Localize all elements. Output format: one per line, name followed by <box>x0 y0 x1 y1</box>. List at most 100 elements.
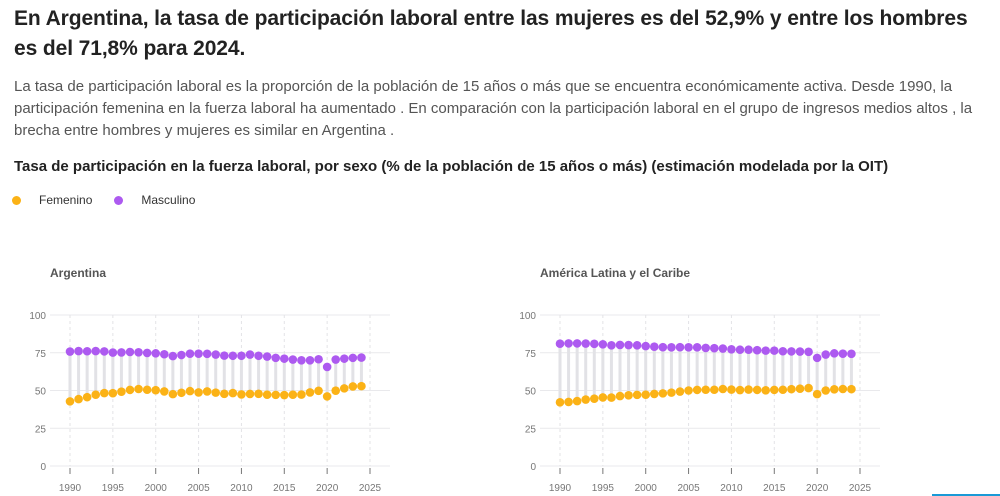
point-masculino <box>134 347 143 357</box>
point-masculino <box>787 347 796 356</box>
point-masculino <box>65 347 75 356</box>
x-tick-label: 2010 <box>230 483 253 494</box>
chart-argentina: 0 25 50 75 100 1990 1995 2000 2005 2010 2015 2020 20… <box>29 311 390 494</box>
point-masculino <box>752 345 762 355</box>
point-masculino <box>641 341 651 351</box>
point-femenino <box>177 388 186 398</box>
point-masculino <box>348 353 358 363</box>
point-masculino <box>692 343 702 352</box>
point-masculino <box>99 347 109 356</box>
point-masculino <box>555 339 565 348</box>
point-femenino <box>821 386 831 395</box>
x-tick-label: 2025 <box>359 483 382 494</box>
point-femenino <box>297 390 306 399</box>
point-masculino <box>91 346 101 356</box>
x-tick-label: 1990 <box>549 483 572 494</box>
point-masculino <box>357 353 366 362</box>
point-femenino <box>838 384 848 394</box>
point-femenino <box>624 391 633 400</box>
x-tick-label: 2005 <box>187 483 210 494</box>
point-masculino <box>804 347 813 357</box>
point-femenino <box>778 385 788 395</box>
point-masculino <box>297 356 306 365</box>
point-femenino <box>829 384 839 394</box>
point-femenino <box>117 387 126 397</box>
point-masculino <box>322 362 332 372</box>
point-masculino <box>168 351 178 361</box>
point-femenino <box>847 384 856 394</box>
point-femenino <box>709 385 719 395</box>
point-masculino <box>709 343 719 353</box>
point-femenino <box>211 388 221 397</box>
point-masculino <box>279 354 289 363</box>
point-femenino <box>641 390 651 400</box>
point-femenino <box>615 391 625 401</box>
point-masculino <box>194 349 203 358</box>
point-femenino <box>795 384 805 393</box>
point-femenino <box>658 389 668 398</box>
y-tick-label: 100 <box>29 311 46 322</box>
point-femenino <box>91 390 101 400</box>
point-masculino <box>812 353 822 363</box>
point-femenino <box>254 389 263 399</box>
description: La tasa de participación laboral es la p… <box>14 78 973 139</box>
x-tick-label: 2015 <box>273 483 296 494</box>
y-tick-label: 100 <box>519 311 536 322</box>
point-masculino <box>581 339 591 348</box>
point-masculino <box>74 346 83 356</box>
point-masculino <box>701 343 711 353</box>
point-femenino <box>305 388 315 397</box>
panel-title-lac: América Latina y el Caribe <box>540 266 691 280</box>
point-masculino <box>838 349 848 358</box>
point-femenino <box>348 382 358 391</box>
point-femenino <box>194 388 203 397</box>
point-femenino <box>82 392 92 402</box>
point-femenino <box>675 387 685 396</box>
x-tick-label: 2025 <box>849 483 872 494</box>
point-masculino <box>847 349 856 359</box>
point-masculino <box>237 351 246 361</box>
point-femenino <box>649 389 659 399</box>
chart-title: Tasa de participación en la fuerza labor… <box>14 158 889 175</box>
legend-item-femenino[interactable]: Femenino <box>12 193 92 207</box>
point-femenino <box>812 389 822 399</box>
point-masculino <box>262 352 272 361</box>
legend-item-masculino[interactable]: Masculino <box>114 193 195 207</box>
point-masculino <box>305 356 315 365</box>
x-tick-label: 2005 <box>677 483 700 494</box>
point-masculino <box>761 346 771 355</box>
point-femenino <box>804 383 813 393</box>
point-masculino <box>598 339 608 349</box>
point-masculino <box>658 342 668 352</box>
point-femenino <box>598 393 608 402</box>
chart-lac: 0 25 50 75 100 1990 1995 2000 2005 2010 2015 2020 20… <box>519 311 880 494</box>
point-femenino <box>727 385 736 394</box>
point-masculino <box>108 348 118 357</box>
point-femenino <box>228 388 238 398</box>
point-femenino <box>168 389 178 399</box>
y-tick-label: 50 <box>525 387 537 398</box>
point-masculino <box>331 355 341 364</box>
point-masculino <box>624 340 633 350</box>
point-masculino <box>228 351 238 361</box>
point-masculino <box>117 348 126 357</box>
point-masculino <box>795 347 805 356</box>
point-femenino <box>744 385 753 394</box>
point-masculino <box>727 344 736 354</box>
point-femenino <box>572 396 582 406</box>
legend-marker-femenino <box>12 195 21 205</box>
point-masculino <box>271 353 281 363</box>
point-masculino <box>684 343 693 352</box>
point-masculino <box>254 351 263 361</box>
point-masculino <box>589 339 599 349</box>
point-masculino <box>821 350 831 359</box>
y-tick-label: 25 <box>525 424 537 435</box>
point-femenino <box>787 384 796 394</box>
point-masculino <box>125 347 135 357</box>
point-femenino <box>108 388 118 398</box>
point-masculino <box>339 354 349 363</box>
point-femenino <box>202 387 212 396</box>
point-femenino <box>701 385 711 395</box>
point-femenino <box>185 386 195 396</box>
x-tick-label: 1990 <box>59 483 82 494</box>
